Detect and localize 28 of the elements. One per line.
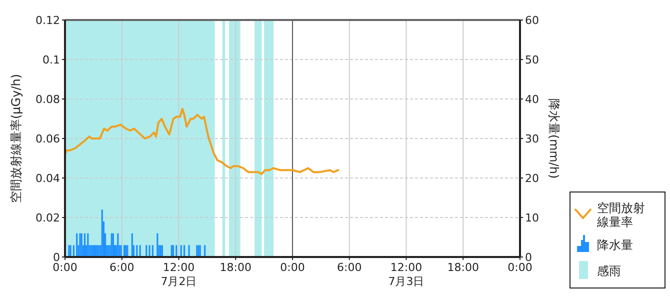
y-tick-label: 0 xyxy=(53,251,60,264)
y-tick-label: 0.1 xyxy=(42,54,60,66)
y-tick-label: 0.04 xyxy=(36,172,60,185)
x-tick-label: 18:00 xyxy=(220,261,252,274)
x-tick-label: 12:00 7月2日 xyxy=(160,261,197,288)
y2-tick-label: 30 xyxy=(525,132,539,146)
x-tick-label: 6:00 xyxy=(110,261,134,274)
y2-tick-label: 60 xyxy=(525,14,539,27)
y2-tick-label: 40 xyxy=(525,93,539,106)
x-tick-label: 12:00 7月3日 xyxy=(388,261,424,288)
y-axis-title: 空間放射線量率(μGy/h) xyxy=(9,74,23,204)
x-tick-label: 0:00 xyxy=(508,261,532,274)
y-tick-label: 0.08 xyxy=(36,93,60,106)
legend-label: 空間放射線量率 xyxy=(596,201,645,229)
y2-tick-label: 10 xyxy=(525,212,539,224)
x-tick-label: 18:00 xyxy=(447,261,479,274)
y2-tick-label: 20 xyxy=(525,172,539,185)
legend-label: 感雨 xyxy=(597,264,621,278)
y2-tick-label: 50 xyxy=(525,54,539,66)
y-tick-label: 0.06 xyxy=(36,132,60,146)
x-tick-label: 0:00 xyxy=(52,261,78,274)
x-tick-label: 0:00 xyxy=(280,261,305,274)
y-tick-label: 0.12 xyxy=(36,14,60,27)
x-tick-label: 6:00 xyxy=(337,261,362,274)
y2-axis-title: 降水量(mm/h) xyxy=(547,98,561,179)
y-tick-label: 0.02 xyxy=(36,212,60,224)
y2-tick-label: 0 xyxy=(525,251,532,264)
legend-label: 降水量 xyxy=(597,238,633,252)
